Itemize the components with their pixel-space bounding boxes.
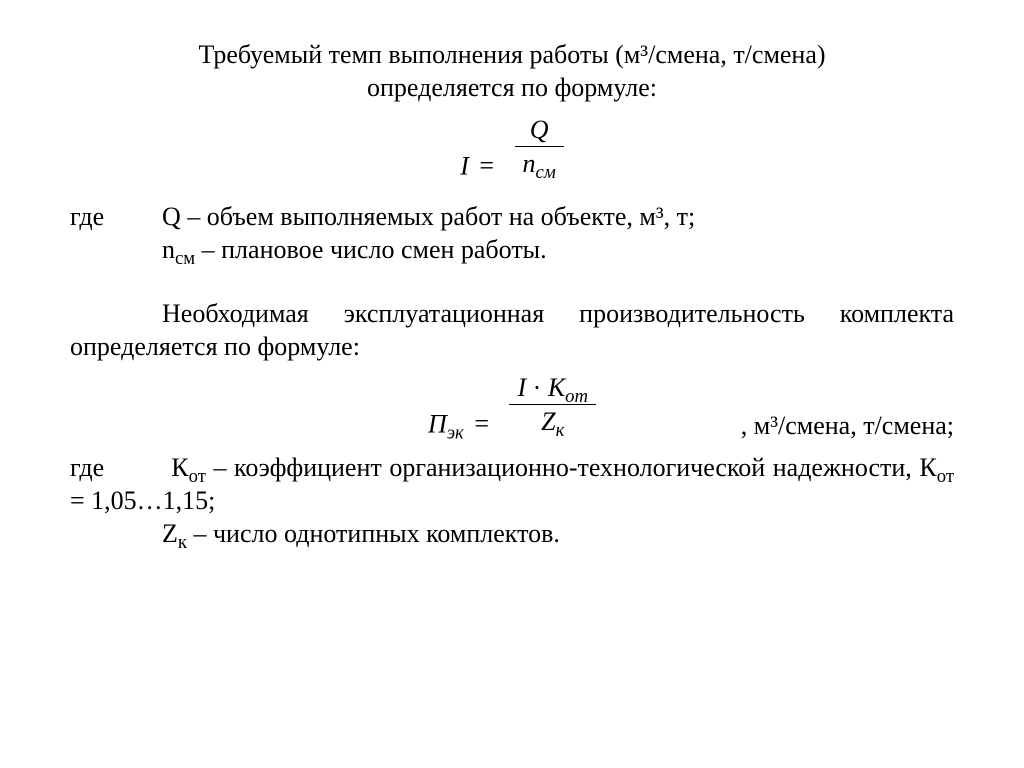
q-text: – объем выполняемых работ на объекте, м³… <box>181 202 695 231</box>
definitions-1: где Q – объем выполняемых работ на объек… <box>70 200 954 267</box>
paragraph-2: Необходимая эксплуатационная производите… <box>70 297 954 364</box>
formula-2-num-right-sub: от <box>565 386 588 407</box>
def-k: где Кот – коэффициент организационно-тех… <box>70 451 954 518</box>
k-text-post: = 1,05…1,15; <box>70 486 215 515</box>
formula-1-den-sub: см <box>536 162 556 183</box>
formula-2-numerator: I · Кот <box>509 371 595 404</box>
formula-2: Пэк = I · Кот Zк <box>428 373 596 441</box>
formula-2-num-left: I <box>517 373 526 402</box>
formula-2-num-dot: · <box>533 373 542 402</box>
formula-1-fraction: Q nсм <box>515 113 564 181</box>
def-z: Zк – число однотипных комплектов. <box>162 517 954 550</box>
k-sub-2: от <box>937 466 954 487</box>
para2-text: Необходимая эксплуатационная производите… <box>70 299 954 361</box>
k-symbol: К <box>171 453 188 482</box>
title-line-1: Требуемый темп выполнения работы (м³/сме… <box>198 40 825 69</box>
formula-1-lhs: I <box>460 151 469 180</box>
formula-2-line: Пэк = I · Кот Zк , м³/смена, т/смена; <box>70 373 954 441</box>
formula-2-lhs-sub: эк <box>447 423 464 444</box>
k-symbol-2: К <box>919 453 936 482</box>
where-label-2: где <box>70 453 104 482</box>
formula-1: I = Q nсм <box>70 115 954 183</box>
formula-2-num-right-sym: К <box>548 373 565 402</box>
where-spacer <box>70 233 162 266</box>
def-row-q: где Q – объем выполняемых работ на объек… <box>70 200 954 233</box>
formula-2-den-sub: к <box>556 421 565 442</box>
def-n: nсм – плановое число смен работы. <box>162 233 954 266</box>
n-text: – плановое число смен работы. <box>195 235 547 264</box>
z-symbol: Z <box>162 519 178 548</box>
q-symbol: Q <box>162 202 181 231</box>
formula-2-den-sym: Z <box>541 407 555 436</box>
formula-1-den-sym: n <box>523 149 536 178</box>
title-line-2: определяется по формуле: <box>367 73 657 102</box>
def-q: Q – объем выполняемых работ на объекте, … <box>162 200 954 233</box>
k-sub: от <box>189 466 206 487</box>
equals-sign-2: = <box>474 409 489 438</box>
definitions-2: где Кот – коэффициент организационно-тех… <box>70 451 954 551</box>
z-sub: к <box>178 532 187 553</box>
page: Требуемый темп выполнения работы (м³/сме… <box>0 0 1024 768</box>
formula-1-numerator: Q <box>515 113 564 146</box>
formula-2-fraction: I · Кот Zк <box>509 371 595 439</box>
where-spacer-2 <box>70 517 162 550</box>
z-text: – число однотипных комплектов. <box>187 519 560 548</box>
k-text-pre: – коэффициент организационно-технологиче… <box>213 453 919 482</box>
equals-sign: = <box>479 151 494 180</box>
title: Требуемый темп выполнения работы (м³/сме… <box>70 38 954 105</box>
n-sub: см <box>175 249 195 270</box>
formula-2-denominator: Zк <box>509 404 595 438</box>
def-row-n: nсм – плановое число смен работы. <box>70 233 954 266</box>
formula-2-lhs-sym: П <box>428 409 447 438</box>
where-label: где <box>70 200 162 233</box>
def-row-z: Zк – число однотипных комплектов. <box>70 517 954 550</box>
n-symbol: n <box>162 235 175 264</box>
formula-1-denominator: nсм <box>515 146 564 180</box>
formula-2-units: , м³/смена, т/смена; <box>741 409 954 442</box>
